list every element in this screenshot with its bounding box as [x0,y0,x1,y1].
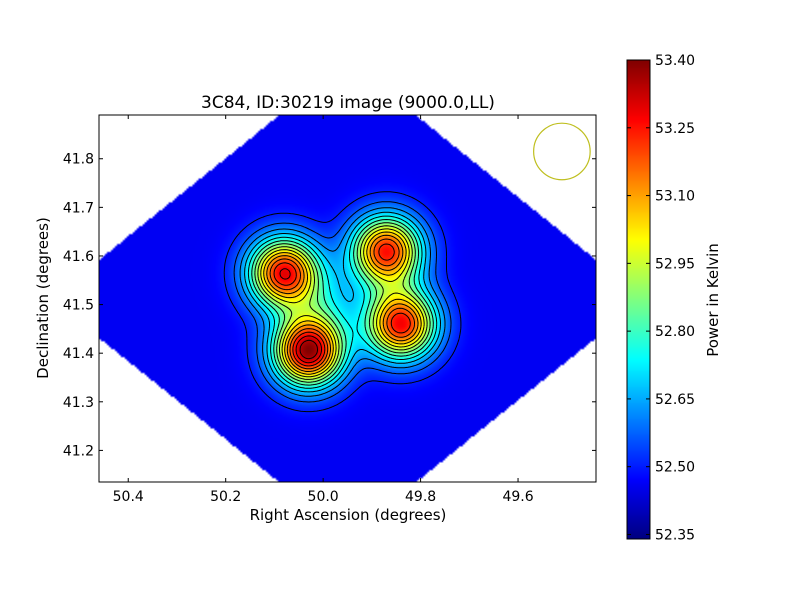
colorbar-ticks: 52.35 52.50 52.65 52.80 52.95 53.10 53.25 53.40 [627,53,695,543]
contour-line-11 [266,234,419,372]
x-tick-label: 50.2 [210,489,241,505]
contour-line-10 [263,231,422,375]
contour-line-2 [233,201,452,403]
contour-line-1 [223,191,462,413]
contour-line-6 [251,219,434,386]
colorbar-tick-label: 53.40 [655,53,695,69]
contour-line-4 [244,211,441,393]
colorbar-label: Power in Kelvin [704,243,722,357]
colorbar-gradient [627,60,650,539]
chart-title: 3C84, ID:30219 image (9000.0,LL) [201,93,495,113]
x-axis: 50.4 50.2 50.0 49.8 49.6 [113,115,534,505]
colorbar-frame [626,59,651,540]
y-tick-label: 41.8 [63,152,94,168]
colorbar-tick-label: 52.65 [655,392,695,408]
plot-frame [98,114,597,483]
contour-line-8 [257,225,428,380]
contour-line-12 [269,238,415,370]
x-tick-label: 50.0 [308,489,339,505]
plot-area [98,114,597,483]
contour-lines [223,191,462,413]
colorbar-tick-label: 53.10 [655,189,695,205]
contour-line-5 [247,215,438,389]
colorbar-tick-label: 52.95 [655,256,695,272]
y-tick-label: 41.7 [63,200,94,216]
contour-line-14 [279,268,322,364]
x-axis-label: Right Ascension (degrees) [250,506,447,524]
y-tick-label: 41.5 [63,298,94,314]
colorbar-tick-label: 53.25 [655,121,695,137]
y-axis: 41.2 41.3 41.4 41.5 41.6 41.7 41.8 [63,152,596,459]
contour-line-15 [299,339,318,360]
y-axis-label: Declination (degrees) [34,217,52,379]
y-tick-label: 41.3 [63,395,94,411]
x-tick-label: 50.4 [113,489,144,505]
colorbar-tick-label: 52.50 [655,460,695,476]
contour-line-13 [273,243,411,367]
x-tick-label: 49.6 [502,489,533,505]
contour-line-9 [260,228,425,378]
contour-line-3 [239,207,446,397]
colorbar: 52.35 52.50 52.65 52.80 52.95 53.10 53.25 53.40… [626,53,722,543]
colorbar-tick-label: 52.35 [655,527,695,543]
y-tick-label: 41.2 [63,443,94,459]
contour-line-7 [254,222,431,383]
y-tick-label: 41.6 [63,249,94,265]
colorbar-tick-label: 52.80 [655,324,695,340]
x-tick-label: 49.8 [405,489,436,505]
heatmap-image [99,115,596,482]
beam-circle [533,122,591,181]
y-tick-label: 41.4 [63,346,94,362]
